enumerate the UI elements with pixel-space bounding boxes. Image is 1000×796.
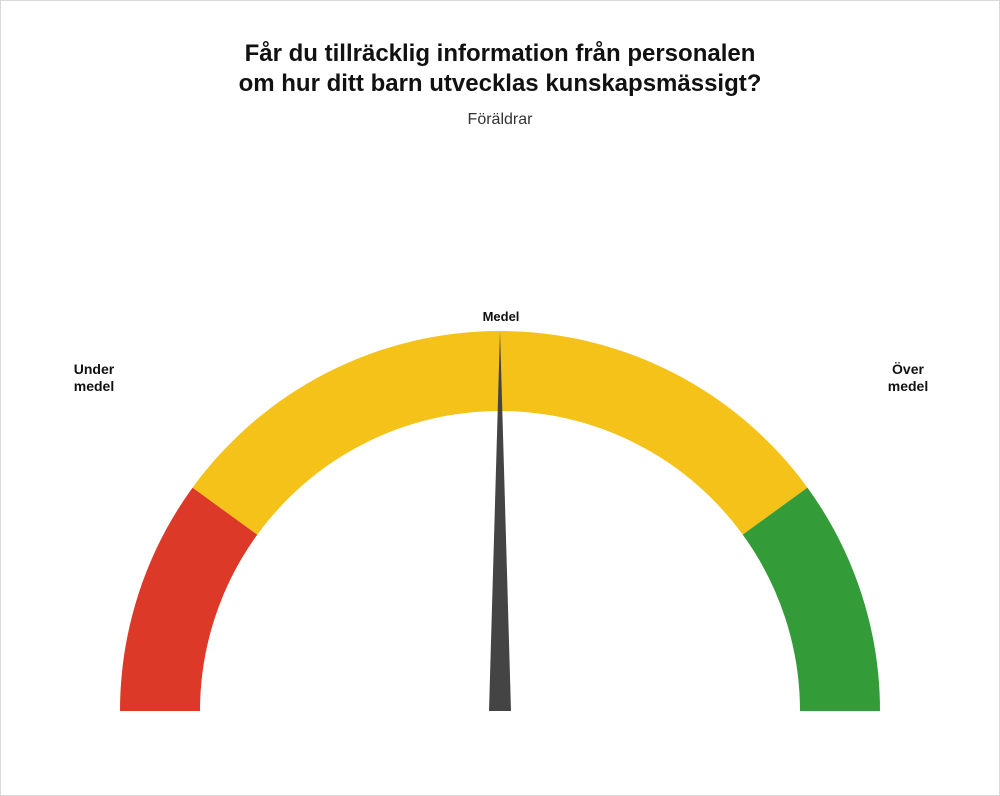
chart-title-line1: Får du tillräcklig information från pers… (245, 40, 756, 67)
chart-title: Får du tillräcklig information från pers… (1, 39, 999, 99)
gauge-segment-2 (743, 488, 880, 711)
label-medel: Medel (461, 309, 541, 325)
gauge-chart-card: Får du tillräcklig information från pers… (0, 0, 1000, 796)
label-over-medel-l1: Över (892, 361, 924, 377)
chart-title-line2: om hur ditt barn utvecklas kunskapsmässi… (239, 70, 762, 97)
gauge-segment-0 (120, 488, 257, 711)
gauge-container (70, 151, 930, 751)
gauge-svg (70, 151, 930, 751)
label-over-medel-l2: medel (888, 378, 928, 394)
label-under-medel: Under medel (59, 361, 129, 395)
chart-subtitle: Föräldrar (1, 111, 999, 129)
label-under-medel-l2: medel (74, 378, 114, 394)
label-over-medel: Över medel (873, 361, 943, 395)
label-under-medel-l1: Under (74, 361, 114, 377)
